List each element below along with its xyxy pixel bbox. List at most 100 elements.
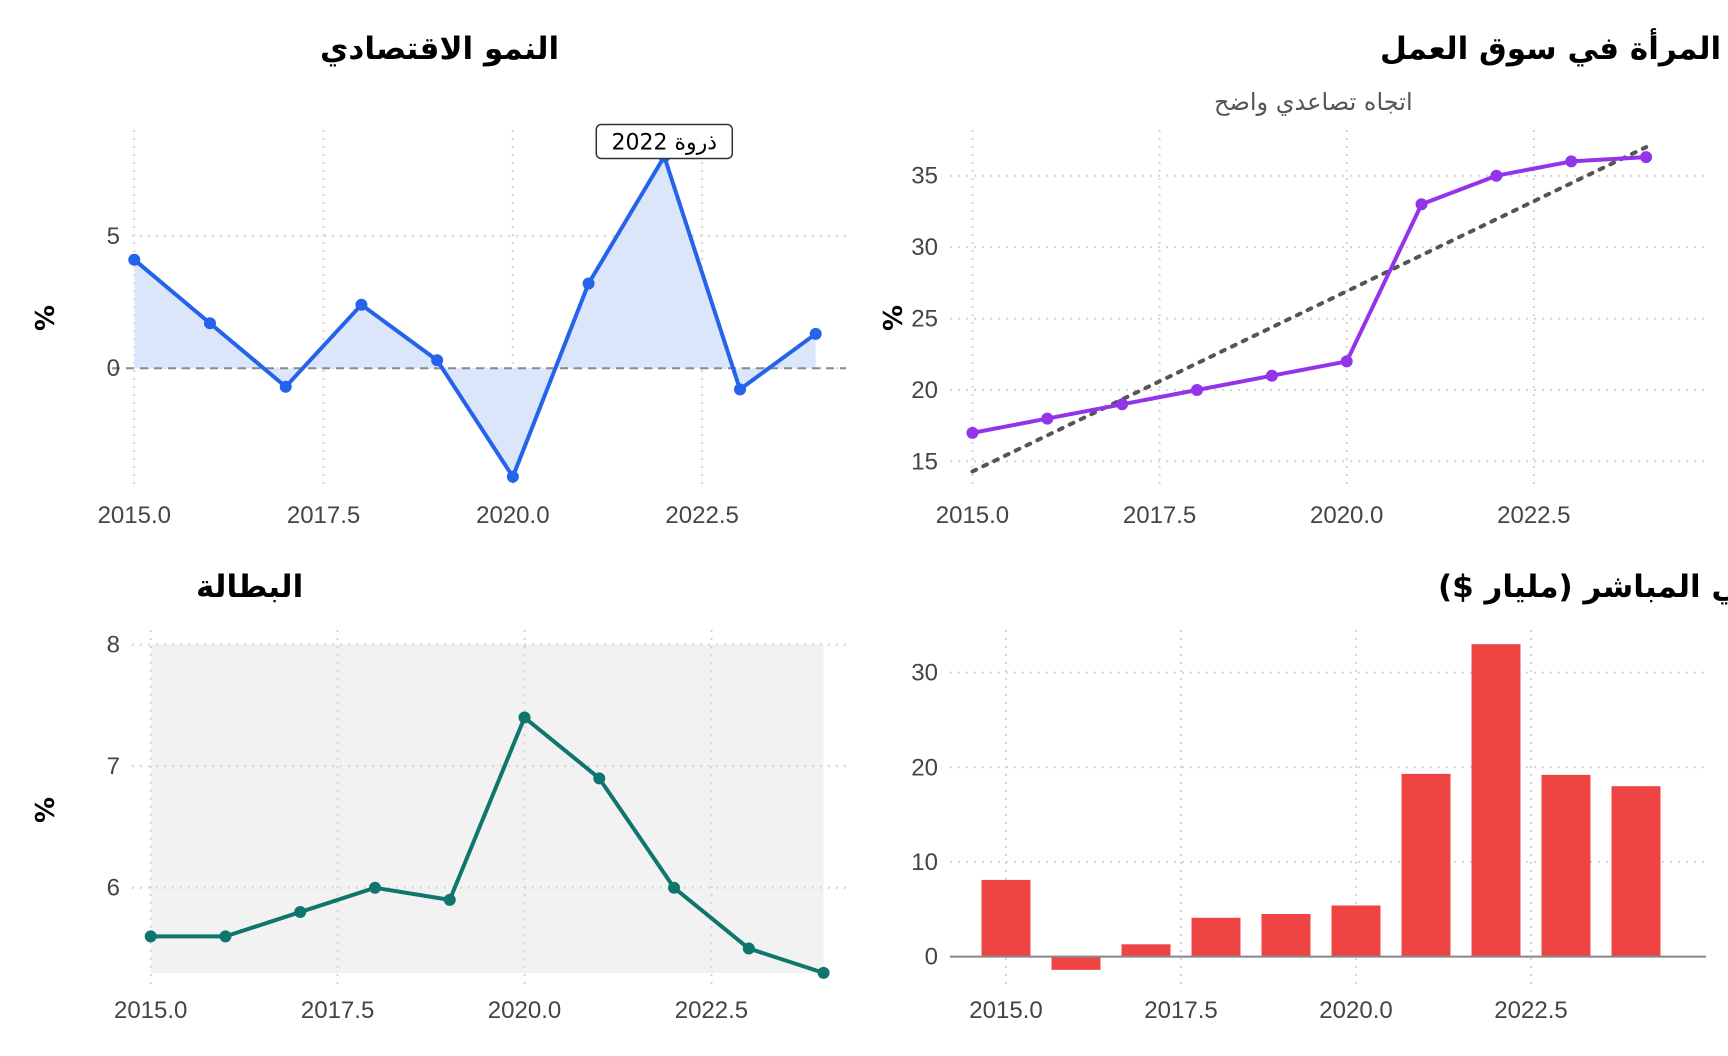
unemployment-point [668,881,681,894]
unemployment-point [443,893,456,906]
unemployment-y-tick-label: 6 [107,875,120,902]
unemployment-plot [144,711,830,979]
growth-point [431,354,444,367]
unemployment-point [518,711,531,724]
fdi-title: الاستثمار الأجنبي المباشر (مليار $) [1438,567,1728,605]
women-point [1340,355,1353,368]
unemployment-x-tick-label: 2022.5 [675,997,748,1024]
unemployment-point [144,930,157,943]
women-x-tick-label: 2022.5 [1497,502,1570,529]
unemployment-point [294,906,307,919]
panel-women: مشاركة المرأة في سوق العمل اتجاه تصاعدي … [879,28,1728,529]
women-y-tick-label: 20 [911,377,938,404]
growth-axes-text: 2015.0 2017.5 2020.0 2022.5 0 5 [98,223,739,529]
growth-point [203,317,216,330]
women-point [1415,198,1428,211]
fdi-x-tick-label: 2022.5 [1494,997,1567,1024]
growth-point [733,383,746,396]
women-plot [966,145,1653,474]
growth-annotation: ذروة 2022 [595,123,734,160]
growth-x-tick-label: 2020.0 [476,502,549,529]
fdi-bar [1611,786,1661,957]
women-y-tick-label: 25 [911,306,938,333]
growth-y-tick-label: 0 [107,355,120,382]
women-y-tick-label: 35 [911,163,938,190]
growth-y-tick-label: 5 [107,223,120,250]
fdi-y-tick-label: 20 [911,754,938,781]
women-point [1490,169,1503,182]
women-trend-line [970,145,1649,474]
unemployment-y-tick-label: 8 [107,632,120,659]
unemployment-point [219,930,232,943]
fdi-x-tick-label: 2017.5 [1144,997,1217,1024]
fdi-x-tick-label: 2015.0 [969,997,1042,1024]
fdi-grid [950,630,1706,985]
fdi-bar [1401,773,1451,957]
unemployment-y-axis-label: % [31,797,61,823]
growth-point [582,277,595,290]
women-point [1565,155,1578,168]
fdi-bar [981,879,1031,957]
unemployment-x-tick-label: 2015.0 [114,997,187,1024]
fdi-y-tick-label: 10 [911,849,938,876]
women-y-tick-label: 30 [911,234,938,261]
fdi-bar [1121,944,1171,957]
women-x-tick-label: 2017.5 [1123,502,1196,529]
fdi-axes-text: 2015.0 2017.5 2020.0 2022.5 0 10 20 30 [911,660,1567,1024]
women-series-line [972,155,1647,435]
women-point [1191,384,1204,396]
fdi-x-tick-label: 2020.0 [1319,997,1392,1024]
growth-x-tick-label: 2015.0 [98,502,171,529]
fdi-bar [1051,956,1101,970]
fdi-bar [1191,917,1241,957]
growth-point [809,327,822,340]
panel-unemployment: البطالة % 2015.0 2017.5 2020.0 2022.5 6 7 8 [31,569,846,1024]
growth-title: النمو الاقتصادي [320,31,559,67]
unemployment-title: البطالة [196,569,303,605]
growth-x-tick-label: 2017.5 [287,502,360,529]
women-subtitle: اتجاه تصاعدي واضح [1214,88,1413,116]
women-point [1041,412,1054,425]
women-grid [950,130,1706,490]
women-y-tick-label: 15 [911,448,938,475]
growth-annotation-label: ذروة 2022 [611,130,717,155]
women-x-tick-label: 2015.0 [936,502,1009,529]
growth-plot [112,150,846,483]
unemployment-point [742,942,755,955]
women-point [966,426,979,439]
women-title: مشاركة المرأة في سوق العمل [1380,28,1728,67]
growth-x-tick-label: 2022.5 [665,502,738,529]
unemployment-point [817,966,830,979]
unemployment-axes-text: 2015.0 2017.5 2020.0 2022.5 6 7 8 [107,632,748,1024]
women-axes-text: 2015.0 2017.5 2020.0 2022.5 15 20 25 30 35 [911,163,1570,529]
women-y-axis-label: % [879,305,909,331]
growth-annotation-box [595,123,734,160]
women-point [1265,369,1278,382]
unemployment-point [593,772,606,785]
growth-point [279,380,292,393]
growth-series-line [132,154,817,479]
fdi-plot [950,644,1706,970]
unemployment-point [368,881,381,894]
unemployment-series-line [150,715,825,975]
fdi-bar [1261,914,1311,957]
women-x-tick-label: 2020.0 [1310,502,1383,529]
growth-area [134,156,816,477]
growth-point [355,298,368,311]
fdi-bar [1331,905,1381,957]
panel-fdi: الاستثمار الأجنبي المباشر (مليار $) 2015… [911,567,1728,1024]
growth-y-axis-label: % [31,305,61,331]
unemployment-x-tick-label: 2017.5 [301,997,374,1024]
growth-point [506,470,519,483]
panel-growth: النمو الاقتصادي % 2015.0 2017.5 2020.0 2022… [31,31,846,529]
fdi-y-tick-label: 0 [925,944,938,971]
women-point [1116,398,1129,411]
unemployment-x-tick-label: 2020.0 [488,997,561,1024]
fdi-bar [1471,644,1521,957]
women-point [1640,151,1653,164]
fdi-y-tick-label: 30 [911,660,938,687]
growth-point [128,253,141,266]
fdi-bar [1541,774,1591,957]
unemployment-y-tick-label: 7 [107,753,120,780]
